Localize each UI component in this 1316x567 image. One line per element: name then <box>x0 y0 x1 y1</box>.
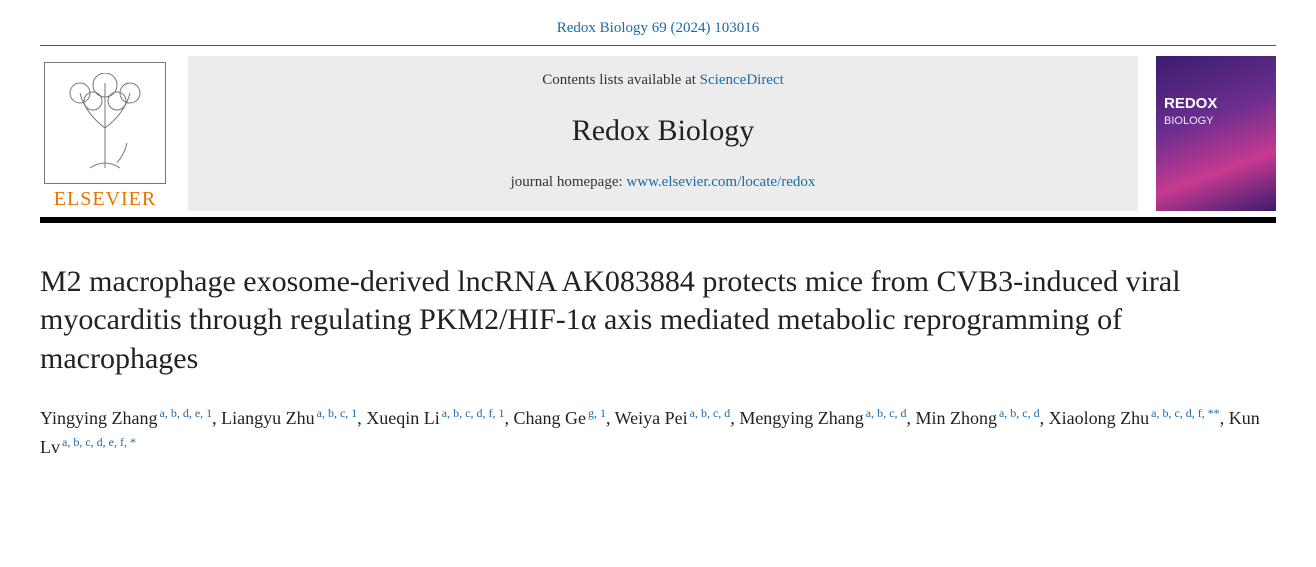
author-affil: a, b, c, d, f, 1 <box>440 406 505 420</box>
author-affil: a, b, c, d <box>864 406 907 420</box>
contents-available-line: Contents lists available at ScienceDirec… <box>542 72 784 89</box>
author: Yingying Zhang <box>40 408 158 428</box>
homepage-prefix: journal homepage: <box>511 174 627 190</box>
journal-name: Redox Biology <box>572 114 755 148</box>
journal-header: ELSEVIER Contents lists available at Sci… <box>40 56 1276 211</box>
contents-prefix: Contents lists available at <box>542 72 699 88</box>
author-affil: g, 1 <box>586 406 606 420</box>
tree-icon <box>55 73 155 173</box>
author-affil: a, b, c, d <box>997 406 1040 420</box>
author-affil: a, b, c, 1 <box>315 406 358 420</box>
author: Liangyu Zhu <box>221 408 314 428</box>
elsevier-logo: ELSEVIER <box>40 56 170 211</box>
cover-title: REDOX BIOLOGY <box>1164 96 1217 128</box>
author: Mengying Zhang <box>739 408 863 428</box>
article-title: M2 macrophage exosome-derived lncRNA AK0… <box>40 263 1276 378</box>
author-affil: a, b, c, d <box>688 406 731 420</box>
author: Xiaolong Zhu <box>1049 408 1150 428</box>
author: Weiya Pei <box>615 408 688 428</box>
top-rule <box>40 45 1276 46</box>
author-affil: a, b, c, d, e, f, * <box>60 435 136 449</box>
author: Chang Ge <box>513 408 585 428</box>
cover-title-line2: BIOLOGY <box>1164 115 1214 127</box>
thick-rule <box>40 217 1276 223</box>
author-affil: a, b, c, d, f, ** <box>1149 406 1220 420</box>
journal-cover-thumbnail: REDOX BIOLOGY <box>1156 56 1276 211</box>
sciencedirect-link[interactable]: ScienceDirect <box>700 72 784 88</box>
author-affil: a, b, d, e, 1 <box>158 406 213 420</box>
citation-line: Redox Biology 69 (2024) 103016 <box>40 20 1276 37</box>
elsevier-tree-icon <box>44 62 166 184</box>
cover-title-line1: REDOX <box>1164 95 1217 112</box>
elsevier-wordmark: ELSEVIER <box>54 188 156 211</box>
authors-list: Yingying Zhanga, b, d, e, 1, Liangyu Zhu… <box>40 404 1276 462</box>
author: Min Zhong <box>915 408 997 428</box>
homepage-link[interactable]: www.elsevier.com/locate/redox <box>626 174 815 190</box>
author: Xueqin Li <box>366 408 440 428</box>
journal-info-box: Contents lists available at ScienceDirec… <box>188 56 1138 211</box>
homepage-line: journal homepage: www.elsevier.com/locat… <box>511 174 816 191</box>
